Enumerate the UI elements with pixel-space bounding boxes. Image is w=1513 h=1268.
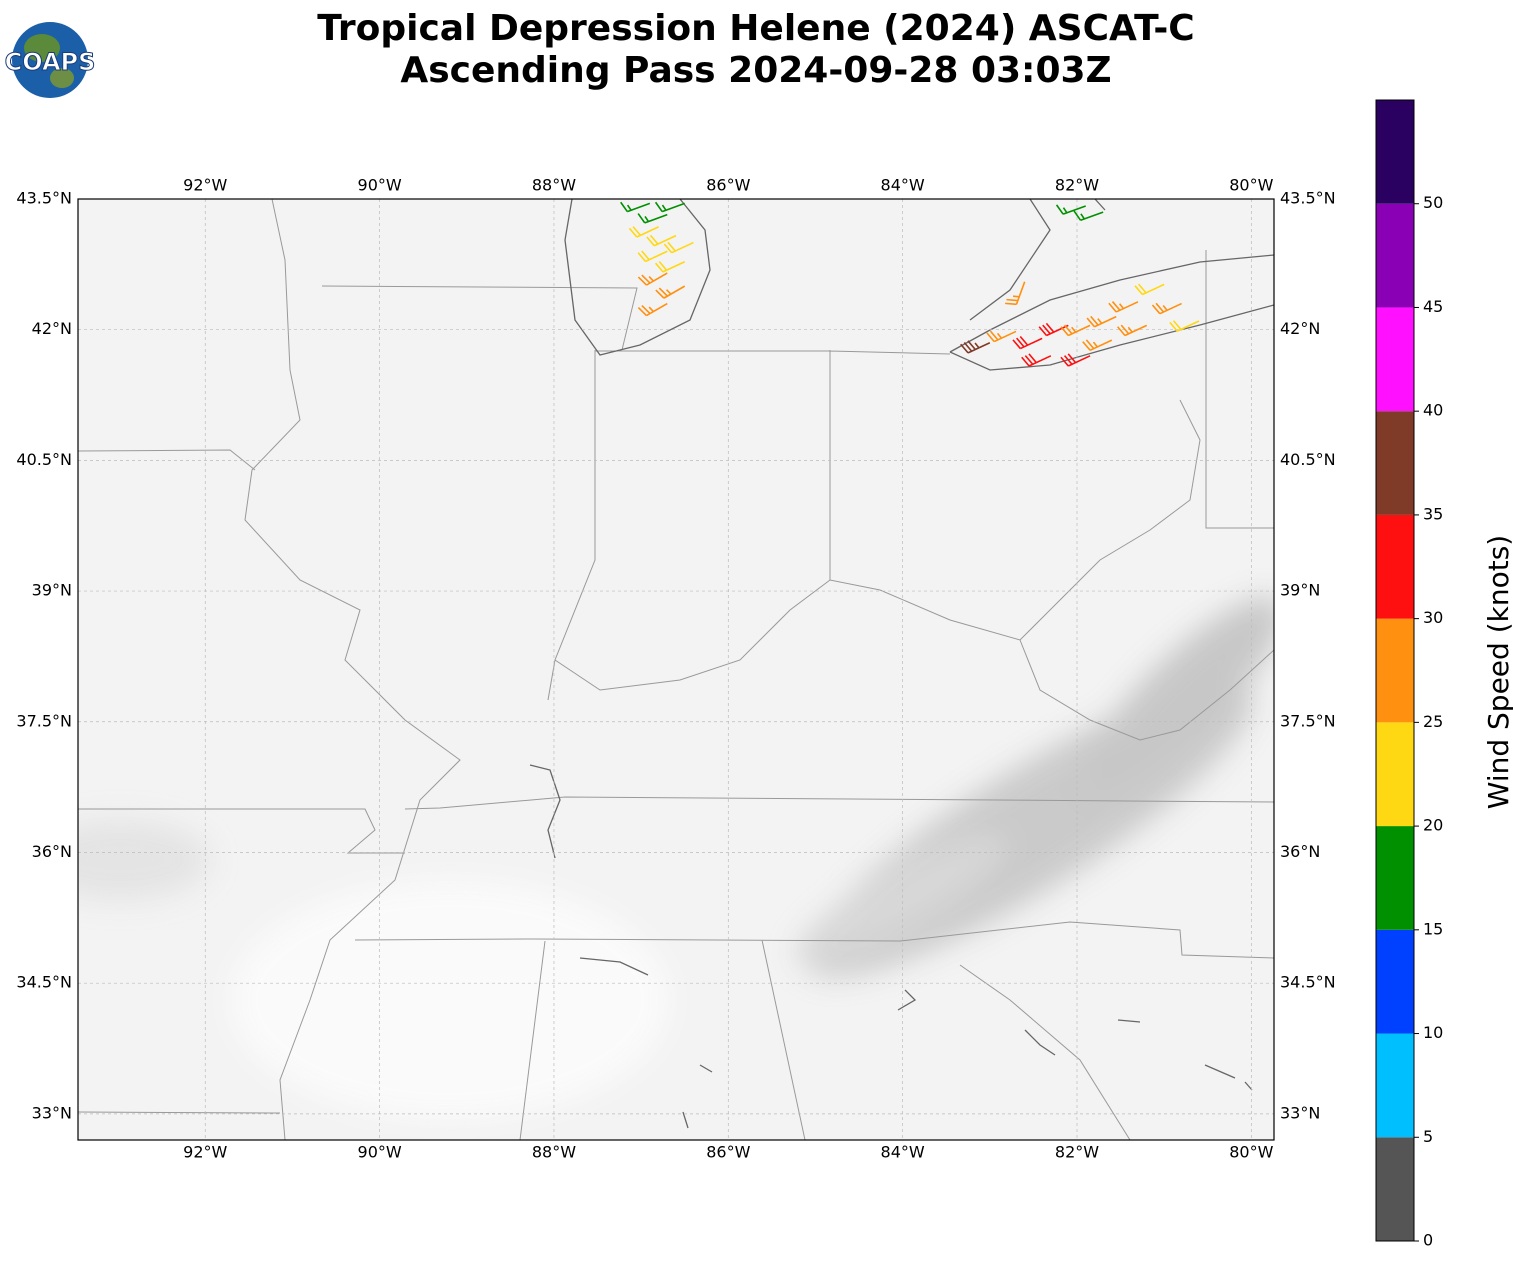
- wind-barb: [620, 201, 651, 213]
- lat-tick-label: 36°N: [32, 842, 72, 861]
- wind-barb: [655, 285, 686, 299]
- map-background: [78, 199, 1274, 1140]
- lat-tick-label: 42°N: [32, 319, 72, 338]
- lon-tick-label: 86°W: [706, 176, 750, 195]
- lat-tick-label: 33°N: [32, 1103, 72, 1122]
- wind-barb: [1021, 353, 1052, 367]
- wind-barb: [1038, 322, 1069, 337]
- colorbar-segment: [1376, 618, 1414, 723]
- wind-barb: [663, 241, 694, 254]
- colorbar-tick-label: 0: [1423, 1231, 1433, 1250]
- wind-barb: [986, 330, 1017, 343]
- wind-barb: [654, 260, 686, 273]
- colorbar-segment: [1376, 1137, 1414, 1241]
- lon-tick-label: 90°W: [358, 1143, 402, 1162]
- title-line: Ascending Pass 2024-09-28 03:03Z: [400, 50, 1111, 91]
- lat-tick-label: 40.5°N: [16, 450, 72, 469]
- wind-barb: [1073, 210, 1104, 222]
- colorbar-tick-label: 30: [1423, 608, 1443, 627]
- lon-tick-label: 90°W: [358, 176, 402, 195]
- colorbar-segment: [1376, 203, 1414, 308]
- wind-barb: [1151, 302, 1182, 315]
- wind-barb: [1169, 320, 1200, 332]
- colorbar: 0 5 10 15 20 25 30 35 40 45 50: [1375, 99, 1443, 1250]
- wind-barb: [1086, 315, 1117, 328]
- colorbar-tick-label: 10: [1423, 1023, 1443, 1042]
- lat-tick-label: 40.5°N: [1280, 450, 1336, 469]
- wind-barb: [1012, 335, 1043, 350]
- colorbar-segment: [1376, 411, 1414, 515]
- lat-tick-label: 33°N: [1280, 1103, 1320, 1122]
- lon-tick-label: 86°W: [706, 1143, 750, 1162]
- lon-tick-label: 82°W: [1055, 1143, 1099, 1162]
- title-line: Tropical Depression Helene (2024) ASCAT-…: [317, 8, 1194, 49]
- colorbar-tick-label: 45: [1423, 297, 1443, 316]
- wind-barb: [646, 234, 677, 247]
- lat-tick-label: 34.5°N: [1280, 973, 1336, 992]
- wind-barb: [637, 302, 668, 317]
- barbs: [620, 201, 1200, 367]
- wind-barb: [1060, 353, 1091, 367]
- colorbar-segment: [1376, 307, 1414, 412]
- colorbar-tick-label: 5: [1423, 1127, 1433, 1146]
- wind-barb: [1005, 281, 1026, 306]
- lon-tick-label: 84°W: [881, 1143, 925, 1162]
- logo: COAPS: [4, 22, 96, 98]
- colorbar-frame: [1375, 99, 1415, 1242]
- colorbar-segment: [1376, 722, 1414, 827]
- lat-tick-label: 34.5°N: [16, 973, 72, 992]
- lat-tick-label: 43.5°N: [1280, 189, 1336, 208]
- wind-barb: [1055, 204, 1086, 215]
- colorbar-segment: [1376, 514, 1414, 619]
- wind-barb: [654, 201, 685, 213]
- lon-tick-label: 88°W: [532, 176, 576, 195]
- lon-tick-label: 92°W: [183, 1143, 227, 1162]
- wind-barb: [1108, 301, 1139, 313]
- lon-tick-label: 82°W: [1055, 176, 1099, 195]
- lon-tick-label: 88°W: [532, 1143, 576, 1162]
- colorbar-tick-label: 15: [1423, 919, 1443, 938]
- wind-barb: [637, 250, 668, 263]
- wind-barb: [1134, 283, 1165, 296]
- logo-text: COAPS: [5, 48, 96, 76]
- wind-barb: [960, 340, 991, 354]
- wind-barb: [637, 213, 668, 224]
- colorbar-tick-label: 25: [1423, 712, 1443, 731]
- colorbar-segment: [1376, 100, 1414, 204]
- lon-tick-label: 80°W: [1229, 1143, 1273, 1162]
- lon-tick-label: 92°W: [183, 176, 227, 195]
- colorbar-label: Wind Speed (knots): [1482, 535, 1513, 809]
- map-frame: [77, 198, 1275, 1141]
- colorbar-tick-label: 40: [1423, 401, 1443, 420]
- colorbar-segment: [1376, 929, 1414, 1034]
- colorbar-tick-label: 20: [1423, 816, 1443, 835]
- wind-barb: [1116, 324, 1148, 337]
- wind-barb: [1082, 339, 1113, 352]
- wind-barb: [628, 226, 659, 238]
- lat-tick-label: 37.5°N: [16, 711, 72, 730]
- colorbar-tick-label: 35: [1423, 504, 1443, 523]
- lat-tick-label: 42°N: [1280, 319, 1320, 338]
- wind-barb: [637, 272, 668, 286]
- lat-tick-label: 39°N: [1280, 581, 1320, 600]
- lon-tick-label: 84°W: [881, 176, 925, 195]
- colorbar-segment: [1376, 1033, 1414, 1138]
- lat-tick-label: 37.5°N: [1280, 711, 1336, 730]
- lat-tick-label: 36°N: [1280, 842, 1320, 861]
- colorbar-tick-label: 50: [1423, 193, 1443, 212]
- wind-barb: [1060, 324, 1091, 337]
- colorbar-segment: [1376, 826, 1414, 930]
- lon-tick-label: 80°W: [1229, 176, 1273, 195]
- lat-tick-label: 43.5°N: [16, 189, 72, 208]
- lat-tick-label: 39°N: [32, 581, 72, 600]
